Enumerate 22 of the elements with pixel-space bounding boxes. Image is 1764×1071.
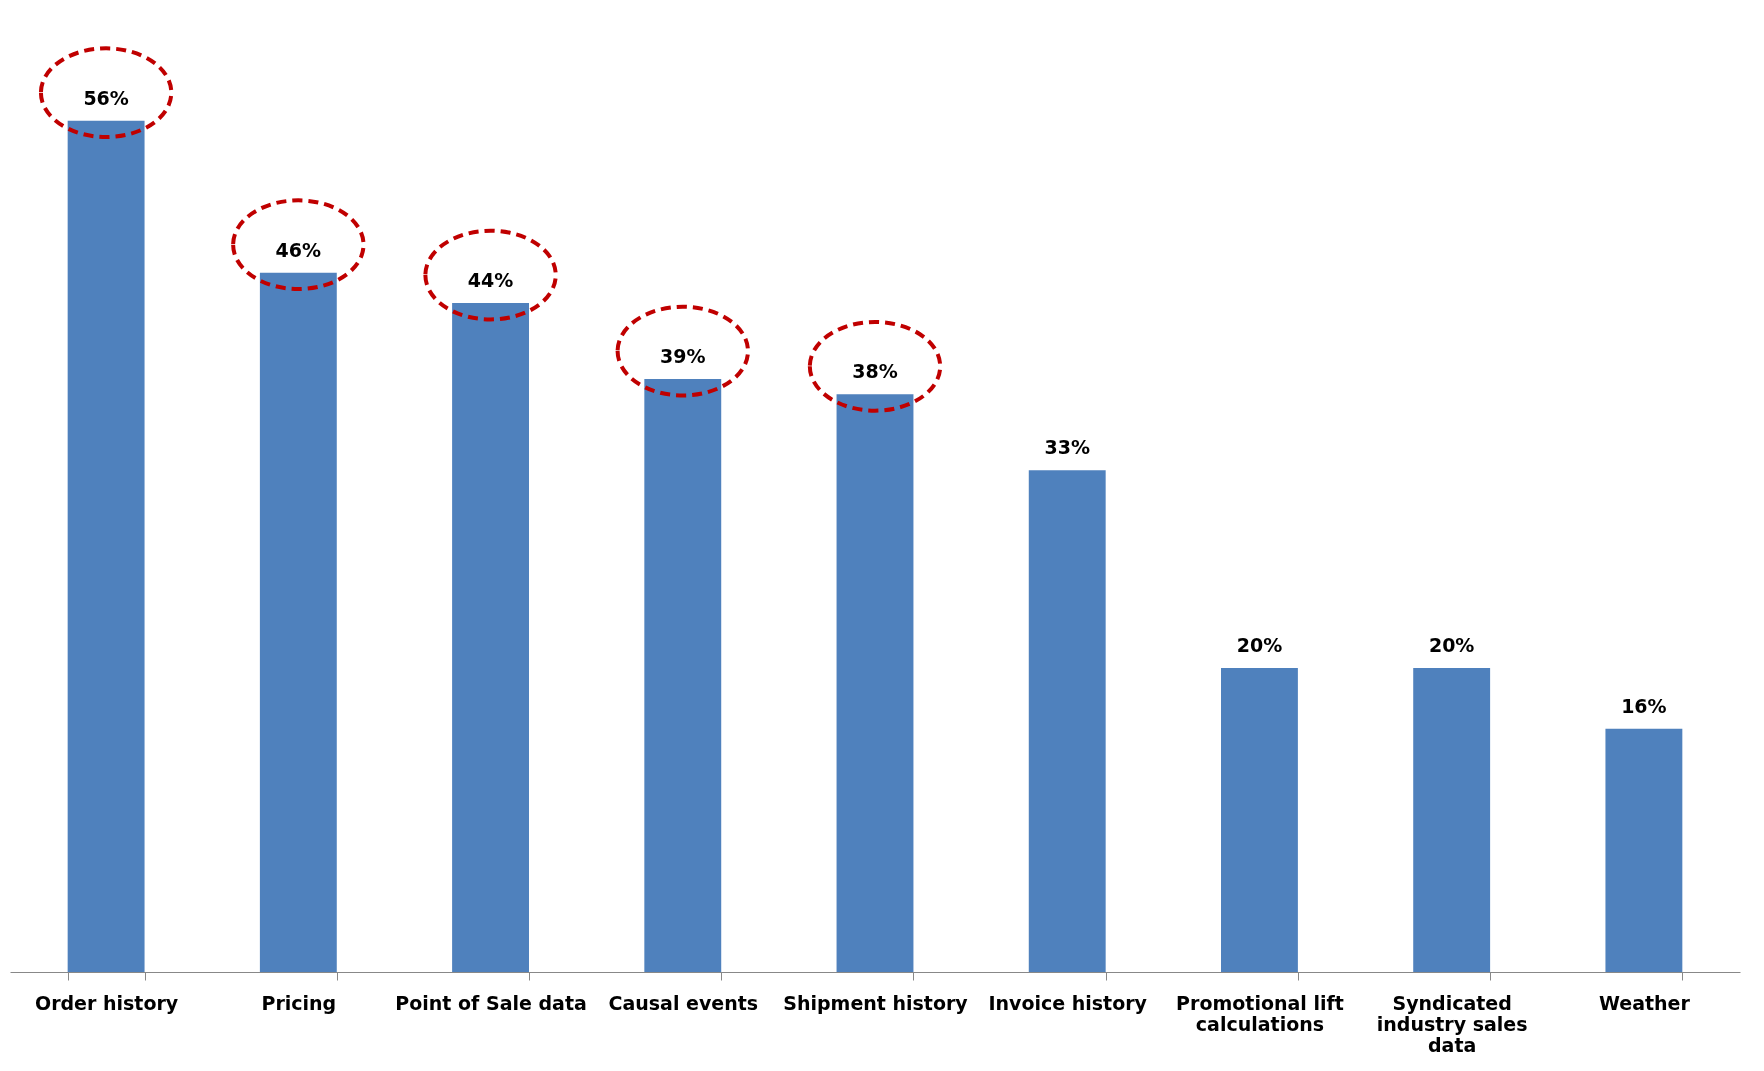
data-label: 16%	[1621, 694, 1667, 717]
data-label: 44%	[467, 269, 514, 292]
x-tick-label: Promotional lift calculations	[1176, 991, 1344, 1035]
data-label: 33%	[1044, 436, 1090, 459]
x-tick-label: Invoice history	[988, 991, 1148, 1014]
data-label: 38%	[852, 360, 898, 383]
x-tick-label: Point of Sale data	[395, 991, 587, 1014]
x-tick-label: Syndicated industry sales data	[1376, 991, 1528, 1056]
x-tick-label: Order history	[34, 991, 179, 1014]
x-tick-label: Shipment history	[783, 991, 969, 1014]
bar	[1221, 667, 1298, 972]
data-label: 39%	[660, 345, 706, 368]
data-label: 56%	[83, 86, 129, 109]
bar	[1028, 470, 1106, 972]
x-tick-label: Weather	[1598, 991, 1691, 1014]
bar	[1605, 728, 1683, 972]
x-tick-label: Causal events	[608, 991, 759, 1014]
bar	[1413, 667, 1491, 972]
data-label: 20%	[1236, 633, 1283, 656]
data-label: 46%	[275, 238, 322, 261]
data-label: 20%	[1428, 633, 1475, 656]
x-tick-label: Pricing	[261, 991, 337, 1014]
